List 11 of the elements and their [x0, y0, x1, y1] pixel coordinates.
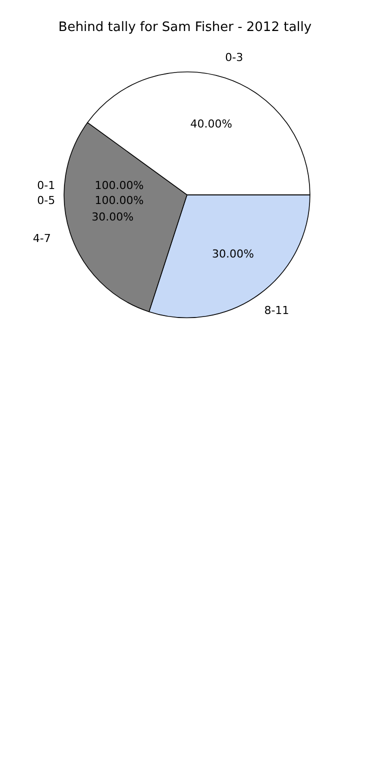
text: 0-1: [37, 179, 56, 192]
slice-label: 4-7: [32, 232, 51, 246]
data-label: 40.00%: [190, 118, 232, 131]
text: 0-5: [37, 194, 56, 207]
slice-label: 8-11: [264, 304, 290, 318]
data-label: 30.00%: [212, 247, 254, 260]
text: 100.00%: [94, 179, 144, 192]
slice-label: 0-3: [225, 50, 244, 64]
data-label: 30.00%: [92, 210, 134, 224]
text: 100.00%: [94, 194, 144, 207]
chart-title: Behind tally for Sam Fisher - 2012 tally: [58, 20, 312, 36]
